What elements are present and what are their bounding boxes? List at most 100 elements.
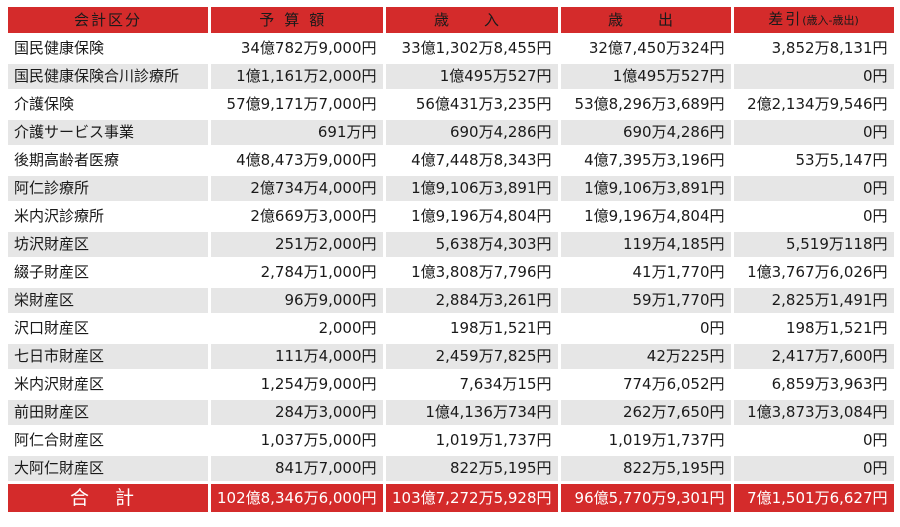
- row-name: 介護サービス事業: [8, 120, 208, 145]
- row-budget: 2,784万1,000円: [211, 260, 383, 285]
- table-row: 阿仁合財産区 1,037万5,000円 1,019万1,737円 1,019万1…: [8, 428, 894, 453]
- total-budget: 102億8,346万6,000円: [211, 484, 383, 512]
- row-expenditure: 0円: [560, 316, 731, 341]
- row-expenditure: 262万7,650円: [560, 400, 731, 425]
- row-revenue: 33億1,302万8,455円: [385, 36, 558, 61]
- header-difference-label: 差引: [768, 10, 803, 28]
- row-budget: 1,254万9,000円: [211, 372, 383, 397]
- row-budget: 96万9,000円: [211, 288, 383, 313]
- row-expenditure: 1億9,106万3,891円: [560, 176, 731, 201]
- row-expenditure: 4億7,395万3,196円: [560, 148, 731, 173]
- table-row: 阿仁診療所 2億734万4,000円 1億9,106万3,891円 1億9,10…: [8, 176, 894, 201]
- row-budget: 34億782万9,000円: [211, 36, 383, 61]
- row-revenue: 2,459万7,825円: [385, 344, 558, 369]
- row-name: 介護保険: [8, 92, 208, 117]
- row-expenditure: 32億7,450万324円: [560, 36, 731, 61]
- row-expenditure: 1億9,196万4,804円: [560, 204, 731, 229]
- row-difference: 6,859万3,963円: [733, 372, 894, 397]
- row-revenue: 1億4,136万734円: [385, 400, 558, 425]
- row-revenue: 1,019万1,737円: [385, 428, 558, 453]
- total-row: 合計 102億8,346万6,000円 103億7,272万5,928円 96億…: [8, 484, 894, 512]
- header-row: 会計区分 予算額 歳 入 歳 出 差引(歳入-歳出): [8, 7, 894, 33]
- row-difference: 2,417万7,600円: [733, 344, 894, 369]
- row-difference: 3,852万8,131円: [733, 36, 894, 61]
- row-revenue: 1億9,196万4,804円: [385, 204, 558, 229]
- row-expenditure: 1,019万1,737円: [560, 428, 731, 453]
- total-expenditure: 96億5,770万9,301円: [560, 484, 731, 512]
- header-budget-label: 予算額: [259, 10, 335, 29]
- row-revenue: 7,634万15円: [385, 372, 558, 397]
- header-budget: 予算額: [211, 7, 383, 33]
- header-revenue-label: 歳 入: [434, 10, 510, 29]
- row-revenue: 198万1,521円: [385, 316, 558, 341]
- row-revenue: 690万4,286円: [385, 120, 558, 145]
- row-difference: 2億2,134万9,546円: [733, 92, 894, 117]
- row-budget: 2億669万3,000円: [211, 204, 383, 229]
- row-expenditure: 822万5,195円: [560, 456, 731, 481]
- row-budget: 2億734万4,000円: [211, 176, 383, 201]
- row-name: 国民健康保険: [8, 36, 208, 61]
- row-revenue: 1億495万527円: [385, 64, 558, 89]
- table-row: 綴子財産区 2,784万1,000円 1億3,808万7,796円 41万1,7…: [8, 260, 894, 285]
- row-name: 国民健康保険合川診療所: [8, 64, 208, 89]
- header-difference: 差引(歳入-歳出): [733, 7, 894, 33]
- table-row: 前田財産区 284万3,000円 1億4,136万734円 262万7,650円…: [8, 400, 894, 425]
- row-name: 後期高齢者医療: [8, 148, 208, 173]
- row-name: 七日市財産区: [8, 344, 208, 369]
- row-budget: 4億8,473万9,000円: [211, 148, 383, 173]
- row-budget: 2,000円: [211, 316, 383, 341]
- table-row: 大阿仁財産区 841万7,000円 822万5,195円 822万5,195円 …: [8, 456, 894, 481]
- row-difference: 0円: [733, 204, 894, 229]
- table-row: 米内沢診療所 2億669万3,000円 1億9,196万4,804円 1億9,1…: [8, 204, 894, 229]
- row-expenditure: 41万1,770円: [560, 260, 731, 285]
- row-revenue: 1億3,808万7,796円: [385, 260, 558, 285]
- table-row: 国民健康保険合川診療所 1億1,161万2,000円 1億495万527円 1億…: [8, 64, 894, 89]
- row-budget: 57億9,171万7,000円: [211, 92, 383, 117]
- row-name: 阿仁合財産区: [8, 428, 208, 453]
- header-difference-note: (歳入-歳出): [802, 14, 859, 27]
- row-expenditure: 42万225円: [560, 344, 731, 369]
- row-expenditure: 53億8,296万3,689円: [560, 92, 731, 117]
- row-difference: 2,825万1,491円: [733, 288, 894, 313]
- row-revenue: 2,884万3,261円: [385, 288, 558, 313]
- row-expenditure: 119万4,185円: [560, 232, 731, 257]
- row-budget: 251万2,000円: [211, 232, 383, 257]
- row-difference: 0円: [733, 64, 894, 89]
- table-row: 介護保険 57億9,171万7,000円 56億431万3,235円 53億8,…: [8, 92, 894, 117]
- row-budget: 1億1,161万2,000円: [211, 64, 383, 89]
- row-budget: 691万円: [211, 120, 383, 145]
- row-revenue: 56億431万3,235円: [385, 92, 558, 117]
- row-revenue: 5,638万4,303円: [385, 232, 558, 257]
- row-name: 大阿仁財産区: [8, 456, 208, 481]
- row-name: 米内沢財産区: [8, 372, 208, 397]
- row-revenue: 1億9,106万3,891円: [385, 176, 558, 201]
- row-name: 栄財産区: [8, 288, 208, 313]
- header-category: 会計区分: [8, 7, 208, 33]
- row-difference: 198万1,521円: [733, 316, 894, 341]
- row-expenditure: 59万1,770円: [560, 288, 731, 313]
- row-budget: 841万7,000円: [211, 456, 383, 481]
- total-revenue: 103億7,272万5,928円: [385, 484, 558, 512]
- row-expenditure: 690万4,286円: [560, 120, 731, 145]
- row-budget: 111万4,000円: [211, 344, 383, 369]
- total-label: 合計: [8, 484, 208, 512]
- row-name: 坊沢財産区: [8, 232, 208, 257]
- row-name: 前田財産区: [8, 400, 208, 425]
- row-revenue: 822万5,195円: [385, 456, 558, 481]
- row-difference: 53万5,147円: [733, 148, 894, 173]
- header-expenditure-label: 歳 出: [608, 10, 684, 29]
- table-row: 沢口財産区 2,000円 198万1,521円 0円 198万1,521円: [8, 316, 894, 341]
- row-difference: 0円: [733, 456, 894, 481]
- table-row: 国民健康保険 34億782万9,000円 33億1,302万8,455円 32億…: [8, 36, 894, 61]
- row-revenue: 4億7,448万8,343円: [385, 148, 558, 173]
- row-difference: 0円: [733, 176, 894, 201]
- row-difference: 5,519万118円: [733, 232, 894, 257]
- total-difference: 7億1,501万6,627円: [733, 484, 894, 512]
- header-revenue: 歳 入: [385, 7, 558, 33]
- special-account-table: 会計区分 予算額 歳 入 歳 出 差引(歳入-歳出) 国民健康保険 34億782…: [5, 4, 897, 515]
- row-budget: 284万3,000円: [211, 400, 383, 425]
- table-row: 栄財産区 96万9,000円 2,884万3,261円 59万1,770円 2,…: [8, 288, 894, 313]
- table-row: 坊沢財産区 251万2,000円 5,638万4,303円 119万4,185円…: [8, 232, 894, 257]
- row-name: 沢口財産区: [8, 316, 208, 341]
- row-difference: 0円: [733, 428, 894, 453]
